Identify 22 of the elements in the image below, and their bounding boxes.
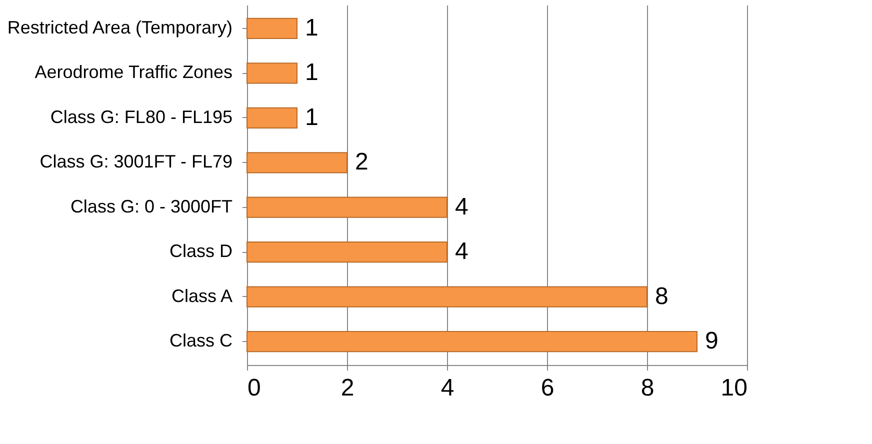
data-label: 9 [705, 328, 718, 355]
data-label: 1 [305, 104, 318, 131]
x-tick-label: 4 [440, 374, 454, 402]
x-tick-label: 8 [640, 374, 654, 402]
y-tick-label: Aerodrome Traffic Zones [34, 62, 232, 82]
data-label: 2 [355, 148, 368, 176]
x-tick-label: 0 [248, 374, 261, 402]
x-tick-label: 2 [340, 374, 354, 402]
y-tick-label: Class C [169, 330, 232, 351]
data-label: 4 [455, 193, 468, 220]
x-tick-label: 10 [720, 374, 748, 402]
x-tick-label: 6 [540, 374, 554, 402]
y-tick-label: Restricted Area (Temporary) [7, 17, 232, 38]
data-label: 8 [655, 282, 668, 310]
data-label: 4 [455, 238, 468, 266]
y-tick-label: Class G: FL80 - FL195 [50, 106, 232, 127]
y-tick-label: Class G: 3001FT - FL79 [40, 152, 232, 172]
y-tick-label: Class A [171, 286, 232, 306]
data-label: 1 [305, 59, 318, 86]
y-tick-label: Class G: 0 - 3000FT [70, 196, 232, 216]
data-label: 1 [305, 14, 318, 42]
y-tick-label: Class D [169, 241, 232, 262]
